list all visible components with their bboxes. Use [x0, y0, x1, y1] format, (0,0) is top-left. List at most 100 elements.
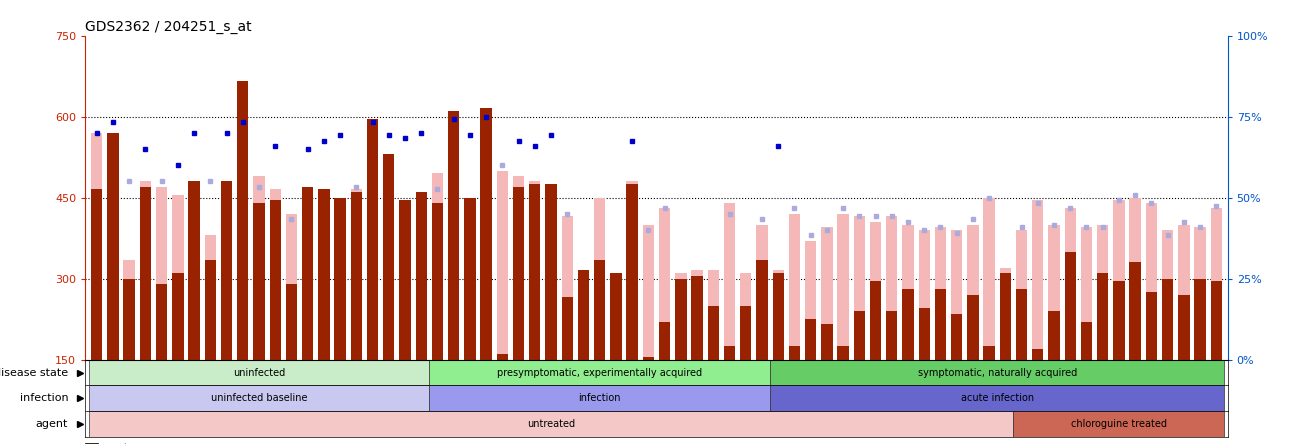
Bar: [1195, 278, 1205, 360]
Bar: [723, 203, 735, 360]
Bar: [675, 273, 687, 360]
Bar: [139, 181, 151, 360]
Bar: [269, 190, 281, 360]
Bar: [545, 184, 557, 360]
Bar: [108, 133, 118, 360]
Bar: [448, 111, 460, 360]
Text: count: count: [102, 443, 129, 444]
Bar: [318, 192, 330, 360]
Bar: [496, 170, 508, 360]
Bar: [968, 295, 978, 360]
Bar: [366, 119, 378, 360]
Bar: [821, 325, 832, 360]
Bar: [88, 385, 429, 412]
Bar: [642, 357, 654, 360]
Bar: [886, 216, 898, 360]
Bar: [1032, 349, 1044, 360]
Bar: [318, 190, 330, 360]
Bar: [578, 270, 590, 360]
Text: presymptomatic, experimentally acquired: presymptomatic, experimentally acquired: [498, 368, 702, 377]
Bar: [789, 346, 800, 360]
Bar: [172, 195, 184, 360]
Bar: [771, 360, 1225, 385]
Bar: [1146, 292, 1157, 360]
Bar: [1113, 281, 1125, 360]
Bar: [1146, 203, 1157, 360]
Bar: [723, 346, 735, 360]
Bar: [805, 241, 817, 360]
Bar: [983, 346, 995, 360]
Bar: [772, 273, 784, 360]
Bar: [253, 176, 265, 360]
Bar: [188, 181, 200, 360]
Bar: [205, 260, 215, 360]
Bar: [1048, 225, 1060, 360]
Bar: [205, 235, 215, 360]
Bar: [902, 289, 914, 360]
Bar: [919, 308, 930, 360]
Bar: [692, 276, 702, 360]
Bar: [771, 385, 1225, 412]
Bar: [286, 214, 297, 360]
Bar: [1016, 230, 1027, 360]
Bar: [838, 346, 848, 360]
Bar: [708, 270, 720, 360]
Bar: [935, 227, 947, 360]
Bar: [611, 273, 621, 360]
Bar: [999, 268, 1011, 360]
Bar: [741, 273, 751, 360]
Bar: [871, 222, 881, 360]
Bar: [919, 230, 930, 360]
Bar: [999, 273, 1011, 360]
Bar: [123, 278, 135, 360]
Bar: [1098, 273, 1108, 360]
Bar: [756, 260, 768, 360]
Bar: [871, 281, 881, 360]
Bar: [593, 260, 605, 360]
Bar: [351, 192, 362, 360]
Bar: [951, 230, 962, 360]
Bar: [821, 227, 832, 360]
Text: agent: agent: [35, 420, 68, 429]
Bar: [772, 270, 784, 360]
Bar: [1081, 322, 1092, 360]
Bar: [675, 278, 687, 360]
Text: untreated: untreated: [527, 420, 575, 429]
Bar: [838, 214, 848, 360]
Text: infection: infection: [579, 393, 621, 404]
Text: infection: infection: [20, 393, 68, 404]
Bar: [1162, 230, 1174, 360]
Bar: [221, 181, 232, 360]
Bar: [429, 385, 771, 412]
Bar: [1065, 208, 1075, 360]
Bar: [496, 354, 508, 360]
Bar: [465, 198, 475, 360]
Bar: [88, 360, 429, 385]
Bar: [708, 305, 720, 360]
Bar: [902, 225, 914, 360]
Bar: [983, 198, 995, 360]
Bar: [156, 284, 167, 360]
Bar: [756, 225, 768, 360]
Bar: [1032, 200, 1044, 360]
Bar: [853, 311, 865, 360]
Bar: [481, 108, 492, 360]
Bar: [91, 190, 102, 360]
Bar: [91, 133, 102, 360]
Bar: [139, 187, 151, 360]
Bar: [383, 155, 394, 360]
Text: chloroguine treated: chloroguine treated: [1071, 420, 1167, 429]
Bar: [172, 273, 184, 360]
Bar: [432, 203, 442, 360]
Bar: [1048, 311, 1060, 360]
Text: acute infection: acute infection: [961, 393, 1033, 404]
Bar: [578, 273, 590, 360]
Bar: [513, 187, 524, 360]
Bar: [302, 187, 314, 360]
Bar: [1129, 198, 1141, 360]
Text: GDS2362 / 204251_s_at: GDS2362 / 204251_s_at: [85, 20, 252, 35]
Text: uninfected: uninfected: [232, 368, 285, 377]
Bar: [432, 173, 442, 360]
Bar: [529, 181, 541, 360]
Bar: [741, 305, 751, 360]
